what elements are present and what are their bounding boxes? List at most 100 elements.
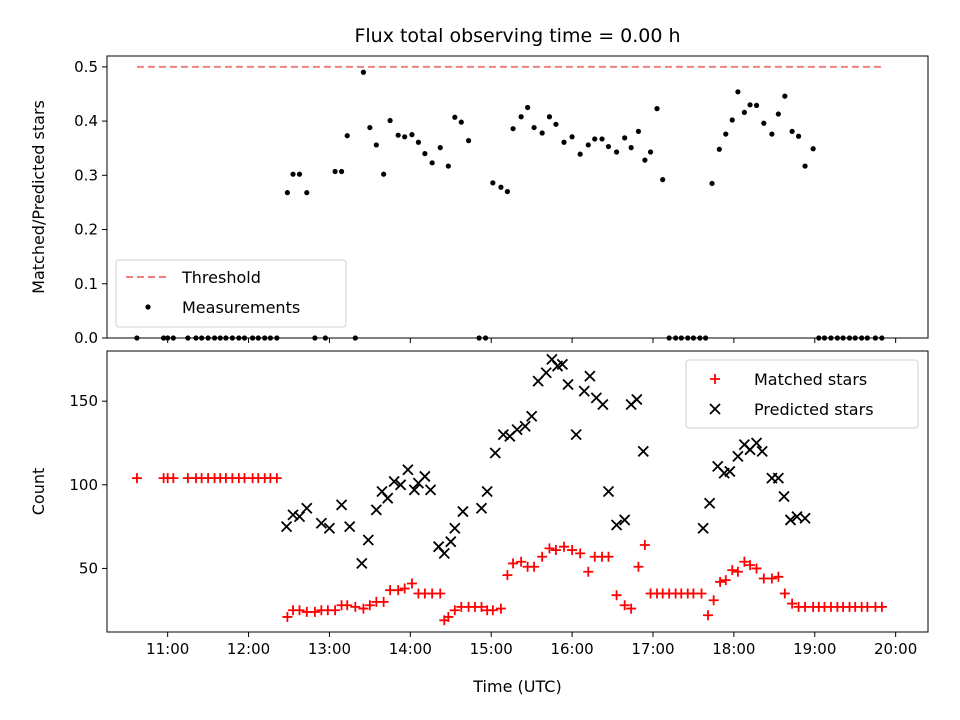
data-point: [422, 151, 428, 157]
data-point: [526, 410, 538, 422]
data-point: [735, 89, 741, 95]
data-point: [475, 502, 488, 514]
data-point: [559, 541, 570, 552]
data-point: [489, 447, 501, 459]
data-point: [449, 522, 461, 534]
data-point: [408, 484, 421, 496]
data-point: [795, 133, 802, 139]
y-tick-label: 50: [79, 559, 98, 577]
data-point: [739, 556, 750, 567]
x-tick-label: 12:00: [227, 640, 270, 658]
data-point: [438, 547, 450, 560]
data-point: [131, 473, 142, 484]
data-point: [626, 603, 637, 614]
data-point: [344, 520, 356, 533]
data-point: [495, 603, 506, 614]
x-tick-label: 19:00: [793, 640, 836, 658]
data-point: [360, 69, 367, 75]
data-point: [443, 611, 454, 622]
data-point: [504, 188, 510, 195]
data-point: [597, 398, 609, 411]
data-point: [619, 600, 630, 611]
data-point: [635, 128, 642, 134]
data-point: [387, 117, 393, 124]
y-tick-label: 150: [69, 392, 98, 410]
data-point: [787, 598, 798, 609]
data-point: [745, 560, 756, 571]
data-point: [605, 143, 612, 150]
data-point: [519, 420, 531, 432]
data-point: [546, 114, 553, 120]
data-point: [168, 473, 179, 484]
data-point: [766, 573, 777, 584]
plot-frame: [106, 350, 929, 633]
data-point: [703, 497, 716, 509]
data-point: [729, 117, 735, 123]
data-point: [578, 385, 590, 397]
data-point: [761, 120, 767, 126]
data-point: [378, 596, 389, 607]
data-point: [732, 566, 743, 577]
data-point: [335, 499, 348, 511]
data-point: [799, 512, 811, 524]
data-point: [642, 157, 648, 163]
data-point: [435, 588, 446, 599]
data-point: [518, 114, 524, 120]
data-point: [628, 145, 634, 151]
y-axis-label: Count: [29, 468, 48, 516]
data-point: [602, 485, 615, 498]
legend-frame: [115, 259, 347, 328]
bottom-subplot: 50 100 150 11:00 12:00 13:00 14:00 15:00 16:00 17…: [29, 350, 929, 696]
x-tick-label: 17:00: [631, 640, 674, 658]
y-tick-label: 0.4: [74, 112, 98, 130]
data-point: [338, 168, 345, 175]
data-point: [697, 522, 709, 534]
data-point: [633, 561, 644, 572]
series-predicted-stars: [280, 353, 811, 570]
x-tick-label: 11:00: [146, 640, 189, 658]
data-point: [511, 423, 523, 436]
data-point: [497, 428, 509, 441]
data-point: [531, 124, 537, 131]
data-point: [449, 605, 460, 616]
data-point: [393, 585, 404, 596]
data-point: [772, 472, 784, 484]
data-point: [382, 492, 394, 504]
data-point: [364, 600, 375, 611]
x-axis-label: Time (UTC): [472, 677, 561, 696]
data-point: [490, 180, 496, 186]
data-point: [610, 519, 623, 531]
data-point: [487, 605, 498, 616]
data-point: [373, 142, 379, 148]
data-point: [727, 565, 738, 576]
data-point: [271, 473, 282, 484]
data-point: [287, 509, 299, 521]
data-point: [654, 106, 660, 112]
chart-title: Flux total observing time = 0.00 h: [354, 25, 680, 47]
data-point: [342, 600, 353, 611]
y-tick-label: 0.3: [74, 166, 98, 184]
data-point: [358, 603, 369, 614]
data-point: [732, 450, 744, 463]
data-point: [708, 595, 719, 606]
data-point: [419, 470, 431, 483]
data-point: [660, 177, 666, 183]
data-point: [696, 588, 707, 599]
data-point: [525, 104, 531, 111]
data-point: [290, 171, 296, 177]
data-point: [561, 139, 567, 145]
data-point: [476, 601, 487, 612]
data-point: [724, 465, 736, 478]
y-tick-label: 0.1: [74, 275, 98, 293]
data-point: [631, 393, 643, 406]
data-point: [750, 437, 763, 449]
data-point: [367, 124, 373, 131]
data-point: [315, 517, 327, 529]
data-point: [778, 490, 790, 503]
data-point: [810, 146, 816, 152]
data-point: [575, 548, 586, 559]
data-point: [282, 611, 293, 622]
y-axis-label: Matched/Predicted stars: [29, 100, 48, 294]
data-point: [544, 543, 555, 554]
